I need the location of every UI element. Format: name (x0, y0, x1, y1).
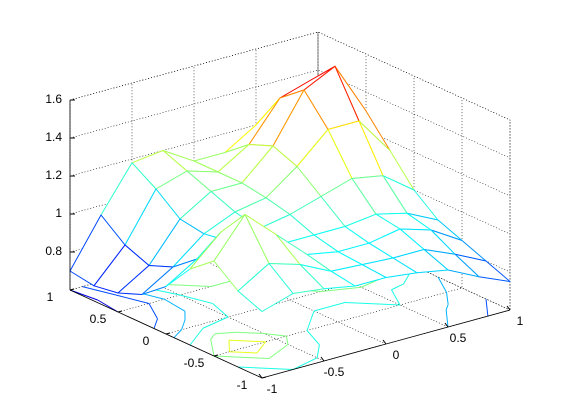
x-tick (444, 322, 449, 328)
contour-line (391, 283, 404, 291)
z-tick-label: 1 (55, 206, 62, 220)
contour-line (268, 344, 289, 359)
x-tick-label: 0.5 (450, 331, 467, 345)
y-tick-label: 0.5 (90, 312, 107, 326)
contour-line (153, 318, 158, 329)
contour-line (210, 339, 215, 357)
contour-line (263, 333, 287, 337)
contour-line (237, 366, 294, 370)
contour-line (213, 355, 270, 359)
x-tick-label: -1 (267, 382, 278, 396)
z-tick-label: 1.2 (45, 168, 62, 182)
contour-line (485, 298, 489, 317)
y-tick (213, 354, 219, 357)
contour-line (437, 276, 447, 293)
contour-line (229, 351, 258, 354)
z-tick-label: 0.8 (45, 244, 62, 258)
contour-line (306, 310, 315, 331)
contour-line (173, 329, 182, 339)
mesh-face (237, 263, 294, 312)
contour-line (97, 299, 119, 313)
contour-line (445, 304, 449, 311)
x-tick-label: -0.5 (324, 365, 345, 379)
contour-line (391, 289, 401, 306)
y-tick (69, 288, 75, 291)
y-tick-label: -0.5 (184, 356, 205, 370)
contour-line (202, 316, 229, 329)
contour-line (292, 357, 318, 370)
y-tick-label: 0 (143, 334, 150, 348)
contour-line (256, 341, 267, 354)
y-tick (117, 310, 123, 313)
contour-line (236, 331, 265, 334)
contour-line (446, 292, 449, 305)
x-tick (506, 305, 511, 311)
x-tick (320, 356, 325, 362)
contour-line (214, 331, 237, 335)
contour-line (228, 339, 266, 343)
contour-line (181, 319, 186, 330)
z-tick-label: 1.6 (45, 92, 62, 106)
contour-line (313, 302, 346, 312)
y-tick (261, 376, 267, 379)
y-tick-label: 1 (47, 290, 54, 304)
contour-line (285, 336, 289, 345)
contour-line (82, 286, 117, 296)
x-tick (258, 373, 263, 379)
contour-line (115, 294, 150, 304)
contour-line (445, 309, 449, 328)
contour-line (210, 333, 216, 340)
contour-line (228, 340, 230, 352)
contour-line (212, 303, 229, 318)
contour-line (148, 303, 158, 319)
x-tick-label: 1 (517, 314, 524, 328)
contour-line (69, 289, 98, 301)
contour-line (179, 294, 213, 305)
contour-line (344, 302, 401, 306)
contour-line (320, 286, 362, 292)
contour-line (189, 327, 204, 346)
z-tick-label: 1.4 (45, 130, 62, 144)
contour-line (164, 298, 186, 312)
x-tick (382, 339, 387, 345)
y-tick-label: -1 (237, 378, 248, 392)
y-tick (165, 332, 171, 335)
contour-line (316, 344, 320, 358)
x-tick-label: 0 (393, 348, 400, 362)
contour-line (306, 330, 320, 346)
